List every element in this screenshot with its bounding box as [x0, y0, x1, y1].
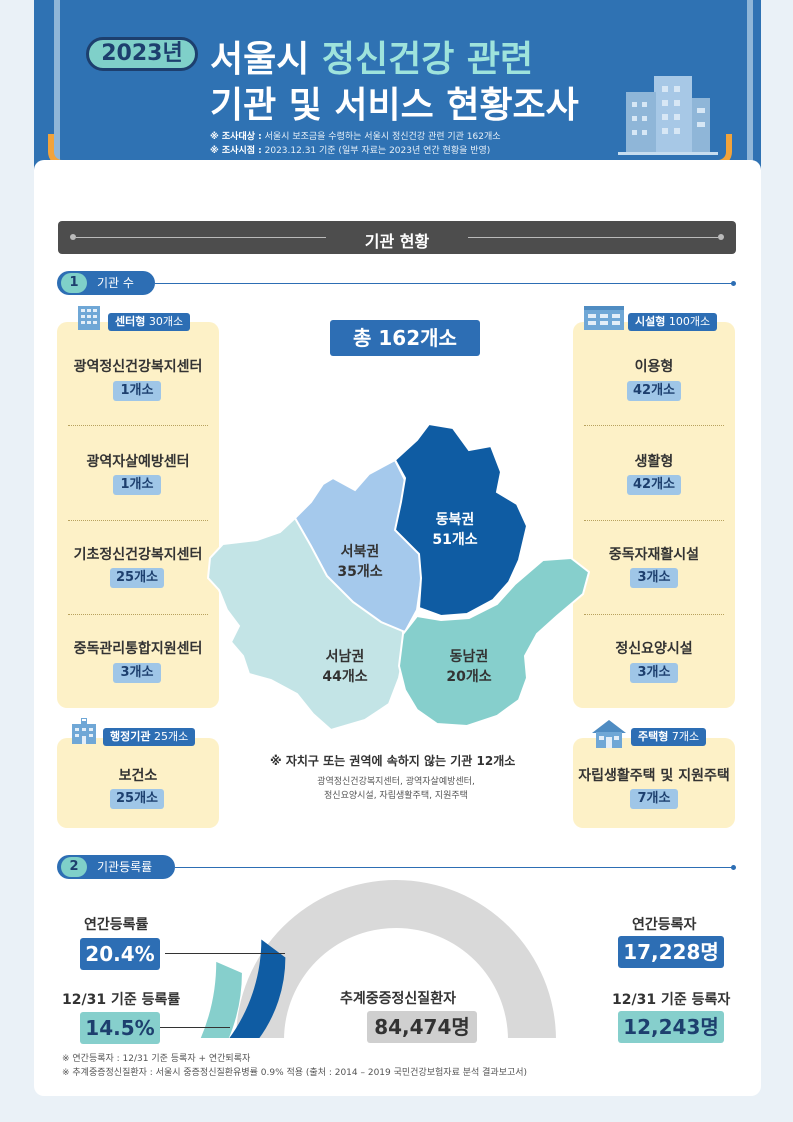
- region-northeast-label: 동북권 51개소: [432, 512, 478, 548]
- outside-region-sub2: 정신요양시설, 자립생활주택, 지원주택: [324, 791, 468, 801]
- annual-rate-value: 20.4%: [80, 938, 160, 970]
- survey-target-note: ※ 조사대상 : 서울시 보조금을 수령하는 서울시 정신건강 관련 기관 16…: [210, 132, 501, 142]
- part2-divider-dot: [731, 865, 736, 870]
- facility-item-name: 이용형: [634, 359, 674, 375]
- region-southeast-shape: [397, 556, 590, 728]
- hospital-icon: [72, 718, 96, 744]
- admin-item-name: 보건소: [118, 768, 158, 784]
- building-icon: [618, 76, 718, 155]
- region-southeast-label: 동남권 20개소: [446, 649, 492, 685]
- center-item-value: 3개소: [113, 663, 161, 683]
- admin-tag: 행정기관 25개소: [103, 728, 196, 746]
- housing-panel: [573, 738, 735, 828]
- office-building-icon: [78, 306, 100, 330]
- part1-tag: 1 기관 수: [57, 271, 155, 295]
- outside-region-sub1: 광역정신건강복지센터, 광역자살예방센터,: [317, 777, 475, 787]
- center-item-value: 1개소: [113, 475, 161, 495]
- registration-rate-gauge: [190, 880, 602, 1050]
- divider: [68, 614, 208, 615]
- estimated-patients-label: 추계중증정신질환자: [340, 991, 456, 1007]
- divider: [584, 425, 724, 426]
- center-item-name: 광역자살예방센터: [86, 454, 190, 470]
- page-title-line1: 서울시 정신건강 관련: [210, 39, 534, 80]
- part2-divider: [175, 867, 733, 868]
- facility-item-value: 3개소: [630, 568, 678, 588]
- section-title-bar: 기관 현황: [58, 221, 736, 254]
- facility-type-tag: 시설형 100개소: [628, 313, 718, 331]
- annual-registrants-label: 연간등록자: [632, 917, 697, 933]
- annual-rate-connector: [165, 953, 285, 954]
- center-item-value: 1개소: [113, 381, 161, 401]
- yearend-registrants-value: 12,243명: [618, 1011, 724, 1043]
- housing-tag: 주택형 7개소: [631, 728, 707, 746]
- yearend-rate-label: 12/31 기준 등록률: [62, 992, 181, 1008]
- gauge-annual-rate-arc: [228, 939, 286, 1040]
- annual-registrants-value: 17,228명: [618, 936, 724, 968]
- total-count: 총 162개소: [330, 320, 480, 356]
- page-title-line2: 기관 및 서비스 현황조사: [210, 85, 579, 126]
- survey-date-note: ※ 조사시점 : 2023.12.31 기준 (일부 자료는 2023년 연간 …: [210, 146, 491, 156]
- estimated-patients-value: 84,474명: [367, 1011, 477, 1043]
- yearend-rate-connector: [160, 1027, 230, 1028]
- region-southwest-label: 서남권 44개소: [322, 649, 368, 685]
- yearend-rate-value: 14.5%: [80, 1012, 160, 1044]
- footnote-1: ※ 연간등록자 : 12/31 기준 등록자 + 연간퇴록자: [62, 1054, 251, 1064]
- seoul-region-map: [206, 422, 590, 730]
- part1-divider: [155, 283, 733, 284]
- center-item-value: 25개소: [110, 568, 164, 588]
- facility-item-name: 정신요양시설: [615, 641, 693, 657]
- facility-item-value: 3개소: [630, 663, 678, 683]
- gauge-outer-arc: [236, 880, 556, 1040]
- facility-item-name: 생활형: [634, 454, 674, 470]
- divider: [68, 520, 208, 521]
- facility-item-value: 42개소: [627, 475, 681, 495]
- admin-item-value: 25개소: [110, 789, 164, 809]
- part2-tag: 2 기관등록률: [57, 855, 175, 879]
- region-northeast-shape: [393, 422, 529, 618]
- center-item-name: 광역정신건강복지센터: [73, 359, 203, 375]
- facility-item-name: 중독자재활시설: [608, 547, 700, 563]
- house-icon: [592, 720, 626, 748]
- center-item-name: 기초정신건강복지센터: [73, 547, 203, 563]
- center-type-tag: 센터형 30개소: [108, 313, 191, 331]
- divider: [584, 520, 724, 521]
- outside-region-note: ※ 자치구 또는 권역에 속하지 않는 기관 12개소: [270, 754, 516, 768]
- housing-item-name: 자립생활주택 및 지원주택: [578, 768, 730, 784]
- part1-divider-dot: [731, 281, 736, 286]
- center-item-name: 중독관리통합지원센터: [73, 641, 203, 657]
- year-badge: 2023년: [86, 37, 198, 71]
- facility-icon: [584, 306, 624, 330]
- divider: [584, 614, 724, 615]
- housing-item-value: 7개소: [630, 789, 678, 809]
- footnote-2: ※ 추계중증정신질환자 : 서울시 중증정신질환유병률 0.9% 적용 (출처 …: [62, 1068, 528, 1078]
- annual-rate-label: 연간등록률: [84, 917, 149, 933]
- admin-panel: [57, 738, 219, 828]
- section-title: 기관 현황: [364, 232, 430, 251]
- yearend-registrants-label: 12/31 기준 등록자: [612, 992, 731, 1008]
- facility-item-value: 42개소: [627, 381, 681, 401]
- region-northwest-label: 서북권 35개소: [337, 544, 383, 580]
- gauge-yearend-rate-arc: [200, 961, 242, 1040]
- divider: [68, 425, 208, 426]
